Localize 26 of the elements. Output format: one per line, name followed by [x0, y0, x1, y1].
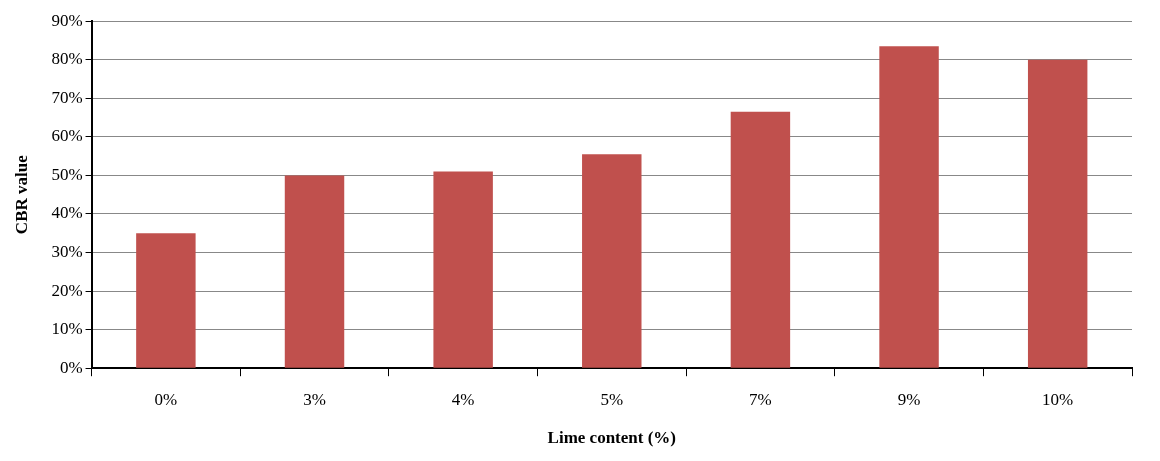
x-tick-label: 10%: [1042, 389, 1074, 409]
x-tick-label: 5%: [600, 389, 624, 409]
x-tick-label: 0%: [154, 389, 178, 409]
y-tick-label: 80%: [51, 49, 83, 69]
x-tick-label: 7%: [749, 389, 772, 409]
y-tick-label: 30%: [51, 242, 83, 261]
bar: [879, 46, 939, 368]
bar: [582, 154, 642, 368]
y-tick-label: 70%: [51, 87, 83, 107]
bar: [433, 171, 493, 368]
y-axis-title: CBR value: [11, 154, 31, 235]
bar: [730, 111, 791, 368]
x-tick-label: 3%: [303, 389, 326, 409]
y-tick-label: 20%: [51, 280, 83, 300]
bar: [284, 175, 345, 368]
y-tick-label: 90%: [51, 10, 83, 30]
bar: [136, 233, 196, 368]
y-tick-label: 10%: [51, 319, 83, 339]
y-tick-label: 50%: [51, 164, 83, 184]
bar: [1027, 59, 1088, 368]
y-tick-label: 0%: [59, 357, 83, 377]
x-tick-label: 9%: [897, 389, 921, 409]
y-tick-label: 40%: [51, 203, 83, 223]
x-tick-label: 4%: [451, 389, 475, 409]
y-tick-label: 60%: [51, 126, 83, 146]
x-axis-title: Lime content (%): [547, 428, 676, 448]
